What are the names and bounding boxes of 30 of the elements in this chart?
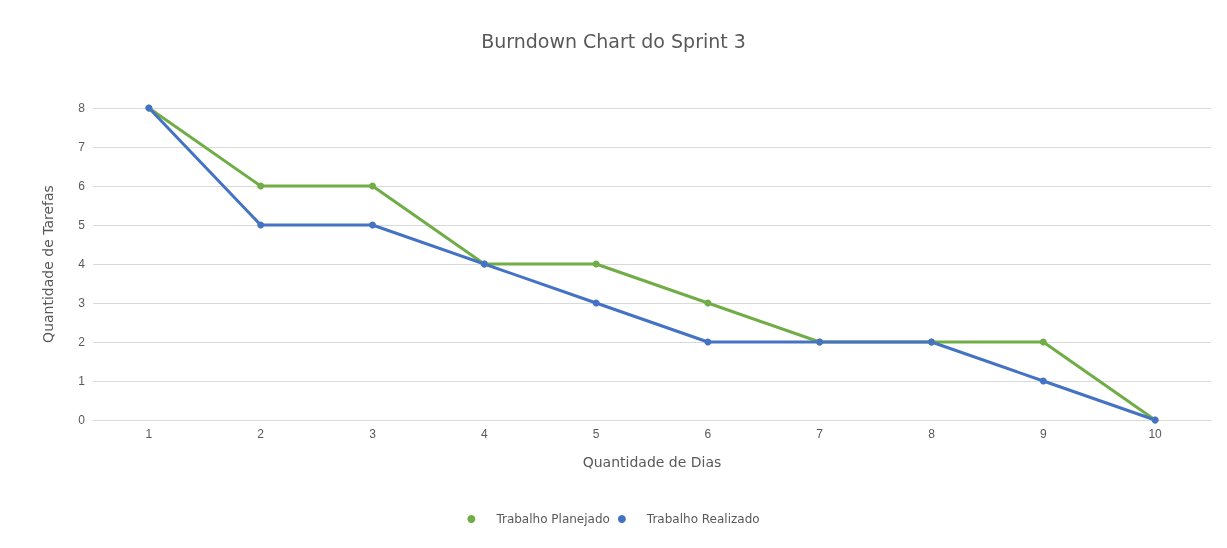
x-tick-label: 6: [704, 427, 712, 441]
y-tick-label: 8: [78, 101, 86, 115]
y-tick-label: 2: [78, 335, 86, 349]
point: [257, 221, 265, 229]
y-tick-label: 5: [78, 218, 86, 232]
x-tick-label: 8: [928, 427, 936, 441]
y-tick-label: 6: [78, 179, 86, 193]
y-axis-title: Quantidade de Tarefas: [40, 185, 56, 343]
x-tick-label: 3: [369, 427, 377, 441]
y-tick-label: 0: [78, 413, 86, 427]
x-tick-label: 10: [1148, 427, 1163, 441]
chart-title: Burndown Chart do Sprint 3: [481, 29, 746, 52]
y-tick-label: 7: [78, 140, 86, 154]
y-tick-label: 4: [78, 257, 86, 271]
point: [1039, 377, 1047, 385]
x-tick-label: 5: [592, 427, 600, 441]
x-tick-label: 7: [816, 427, 824, 441]
y-tick-label: 3: [78, 296, 86, 310]
point: [257, 182, 265, 190]
point: [369, 182, 376, 190]
y-tick-label: 1: [78, 374, 86, 388]
x-axis-title: Quantidade de Dias: [582, 454, 722, 470]
x-tick-label: 1: [145, 427, 153, 441]
point: [369, 221, 376, 229]
legend-label: Trabalho Planejado: [495, 512, 610, 526]
x-tick-label: 2: [257, 427, 265, 441]
x-tick-label: 4: [480, 427, 488, 441]
x-tick-label: 9: [1039, 427, 1047, 441]
legend-label: Trabalho Realizado: [645, 512, 760, 526]
point: [1039, 338, 1047, 346]
